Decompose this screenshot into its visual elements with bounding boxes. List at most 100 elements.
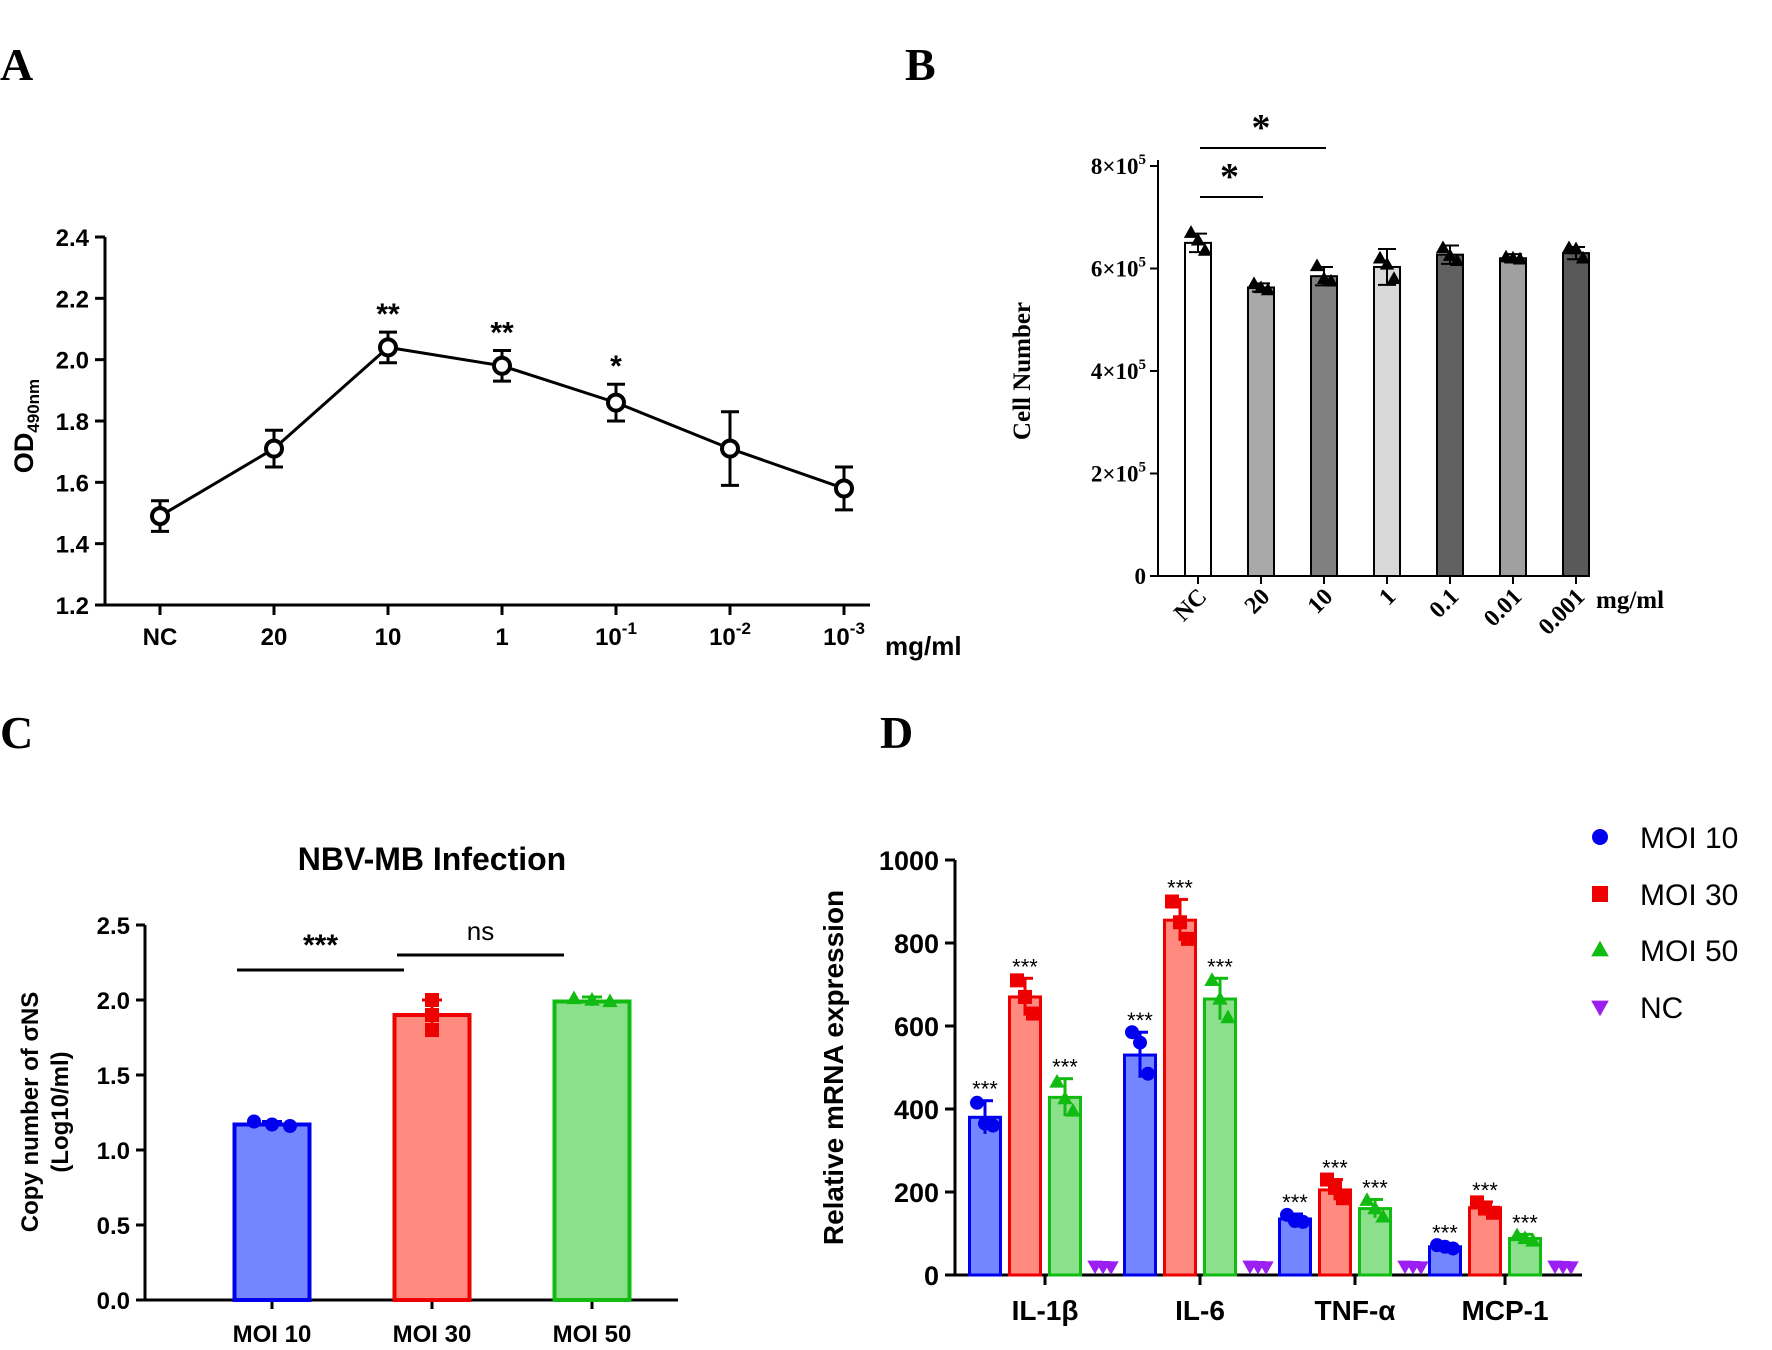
- data-point: [1018, 989, 1032, 1004]
- bar: [1562, 252, 1590, 577]
- data-point: [265, 1117, 279, 1132]
- x-tick-label-exponent: -2: [736, 619, 751, 638]
- data-point: [1049, 1073, 1065, 1088]
- y-tick-label: 2.0: [97, 988, 130, 1015]
- y-tick-label-exponent: 5: [1139, 460, 1147, 476]
- y-axis-label-line2: (Log10/ml): [47, 1051, 74, 1172]
- y-tick-label: 1000: [879, 846, 939, 876]
- x-tick-label: 1: [1374, 584, 1401, 611]
- x-tick-label: 0.1: [1425, 584, 1465, 624]
- panel-label-d: D: [880, 707, 913, 758]
- y-tick-label: 200: [894, 1178, 939, 1208]
- x-tick-label: NC: [1169, 584, 1212, 627]
- data-point: [150, 506, 170, 527]
- y-tick-label: 0.5: [97, 1213, 130, 1240]
- y-tick-label-base: 0: [1135, 564, 1147, 589]
- panel-label-a: A: [0, 39, 33, 90]
- data-point: [1568, 241, 1584, 255]
- data-point: [1220, 1009, 1236, 1024]
- panel-label-b: B: [905, 39, 936, 90]
- y-tick-label: 2.2: [56, 286, 89, 313]
- bar: [1123, 1053, 1157, 1277]
- legend-marker: [1591, 1000, 1609, 1017]
- x-tick-label: 20: [261, 624, 288, 651]
- data-point: [1309, 258, 1325, 272]
- y-tick-label-exponent: 5: [1139, 152, 1147, 168]
- chart-d: 0 200 400 600 800 1000 Relative mRNA expressio…: [818, 822, 1738, 1326]
- data-point: [1258, 1261, 1274, 1276]
- bar: [1499, 257, 1527, 577]
- y-tick-label: 0: [1135, 564, 1147, 589]
- chart-c: NBV-MB Infection 0.0 0.5 1.0 1.5 2.0 2.5 Copy n…: [17, 841, 678, 1348]
- y-tick-label-base: 6×10: [1091, 257, 1139, 282]
- data-point: [1446, 1241, 1460, 1256]
- data-point: [425, 1023, 439, 1037]
- data-point: [1372, 250, 1388, 264]
- significance-label: **: [376, 298, 400, 331]
- y-axis-label-subscript: 490nm: [24, 379, 43, 433]
- chart-a: 1.21.41.61.82.02.22.4NC 20 10 1 10-1 10-2 10-3…: [9, 225, 962, 661]
- data-point: [425, 993, 439, 1007]
- significance-label: *: [610, 350, 622, 383]
- data-point: [247, 1114, 261, 1129]
- x-tick-label: 10: [375, 624, 402, 651]
- bar: [392, 1013, 472, 1302]
- data-point: [720, 438, 740, 459]
- significance-label: **: [490, 316, 514, 349]
- y-tick-label: 600: [894, 1012, 939, 1042]
- data-point: [1260, 282, 1276, 296]
- x-tick-label: 1: [495, 624, 508, 651]
- data-point: [1173, 915, 1187, 930]
- data-point: [1575, 250, 1591, 264]
- x-tick-label: IL-6: [1175, 1295, 1225, 1326]
- data-point: [1379, 256, 1395, 270]
- data-point: [1212, 990, 1228, 1005]
- data-point: [492, 355, 512, 376]
- x-tick-label: 10-2: [709, 619, 751, 651]
- data-point: [1525, 1232, 1541, 1247]
- data-point: [1375, 1208, 1391, 1223]
- data-point: [1413, 1261, 1429, 1276]
- data-point: [1367, 1200, 1383, 1215]
- y-tick-label: 1.0: [97, 1138, 130, 1165]
- comparison-label: *: [1220, 156, 1239, 198]
- x-tick-label: MCP-1: [1461, 1295, 1548, 1326]
- x-tick-label: IL-1β: [1012, 1295, 1079, 1326]
- data-point: [1323, 273, 1339, 287]
- y-tick-label-base: 8×10: [1091, 154, 1139, 179]
- x-tick-label-exponent: -3: [850, 619, 865, 638]
- x-unit-label: mg/ml: [1596, 587, 1664, 614]
- y-tick-label: 8×105: [1091, 152, 1146, 179]
- bar: [1008, 995, 1042, 1277]
- data-point: [606, 392, 626, 413]
- x-tick-label-base: 20: [261, 624, 288, 651]
- bar: [1163, 918, 1197, 1277]
- data-point: [1296, 1214, 1310, 1229]
- x-tick-label-base: 10: [375, 624, 402, 651]
- data-point: [1190, 232, 1206, 246]
- data-point: [1026, 1006, 1040, 1021]
- y-tick-label-exponent: 5: [1139, 255, 1147, 271]
- data-point: [1010, 973, 1024, 988]
- data-point: [1141, 1066, 1155, 1081]
- data-point: [1435, 240, 1451, 254]
- data-point: [1512, 251, 1528, 265]
- data-point: [1563, 1261, 1579, 1276]
- data-point: [986, 1118, 1000, 1133]
- data-point: [970, 1095, 984, 1110]
- data-point: [1509, 1227, 1525, 1242]
- data-point: [584, 991, 600, 1006]
- data-point: [1246, 276, 1262, 290]
- bar: [552, 999, 632, 1302]
- x-tick-label-base: NC: [143, 624, 178, 651]
- y-tick-label-base: 4×10: [1091, 359, 1139, 384]
- y-tick-label: 2×105: [1091, 460, 1146, 487]
- bar: [1373, 265, 1401, 577]
- x-tick-label: MOI 10: [233, 1321, 312, 1348]
- x-tick-label-base: 10: [595, 624, 622, 651]
- legend-marker: [1592, 829, 1608, 845]
- data-point: [602, 993, 618, 1008]
- data-point: [1449, 253, 1465, 267]
- data-point: [1486, 1205, 1500, 1220]
